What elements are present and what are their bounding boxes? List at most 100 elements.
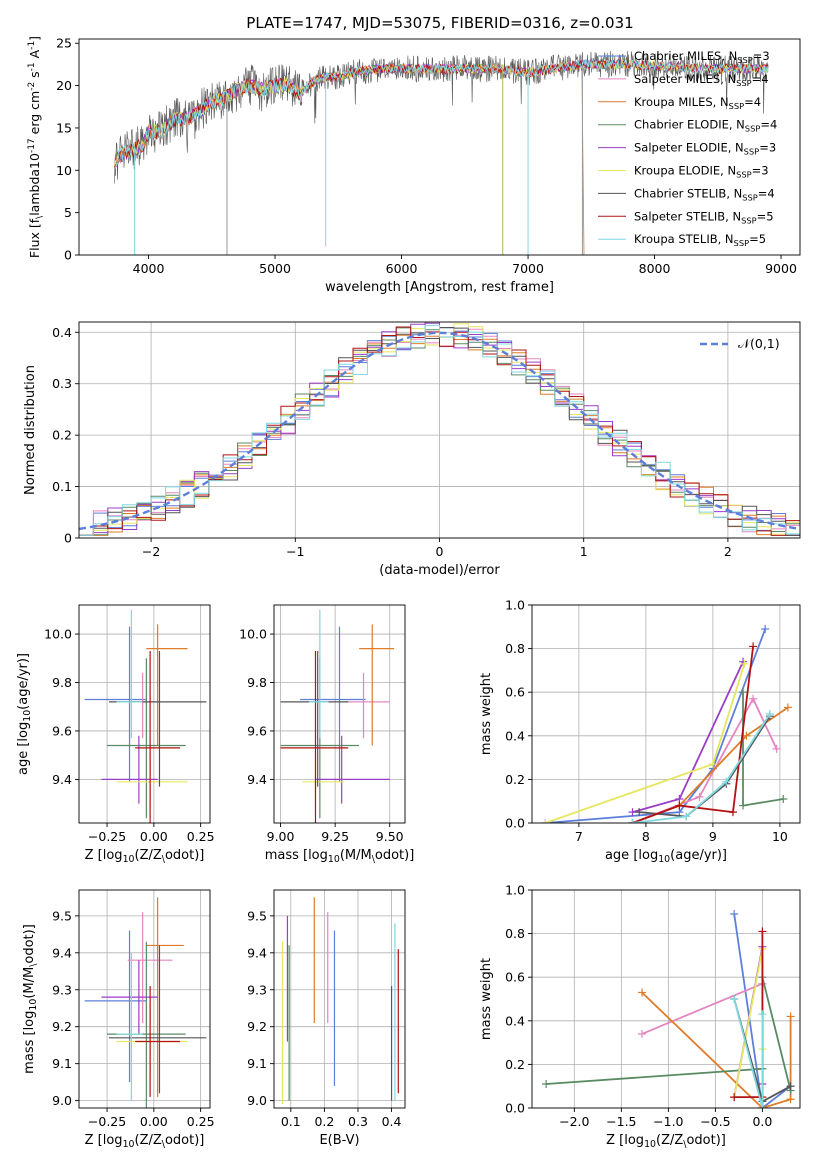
x-tick-label: 9.50: [376, 829, 404, 844]
x-tick-label: 9000: [765, 261, 797, 276]
mass-weight-marker: [730, 909, 739, 918]
x-tick-label: 7: [575, 829, 583, 844]
y-tick-label: 20: [56, 78, 72, 93]
age_vs_metallicity-plot-area: [84, 609, 207, 823]
spectrum-legend: Chabrier MILES, NSSP=3 Salpeter MILES, NS…: [598, 49, 777, 248]
y-tick-label: 0.8: [505, 641, 525, 656]
mass_vs_ebv-plot-area: [281, 897, 399, 1105]
y-tick-label: 1.0: [505, 883, 525, 898]
spectrum-plot-area: [114, 50, 769, 255]
mass-weight-marker: [675, 801, 684, 810]
x-axis-label: Z [log10(Z/Z\odot)]: [85, 848, 205, 865]
mass-weight-marker: [786, 1095, 795, 1104]
x-tick-label: 9.25: [321, 829, 349, 844]
x-tick-label: 0.3: [348, 1114, 368, 1129]
mass_weight_vs_metallicity-plot-area: [542, 909, 795, 1108]
axes-frame: [273, 889, 406, 1109]
x-tick-label: 0: [436, 544, 444, 559]
mass-weight-marker: [730, 995, 739, 1003]
mass-weight-series-line: [632, 646, 754, 823]
y-tick-label: 9.4: [247, 772, 267, 787]
y-tick-label: 9.4: [52, 772, 72, 787]
x-tick-label: −2: [142, 544, 160, 559]
legend-entry: Salpeter ELODIE, NSSP=3: [634, 141, 776, 157]
legend-entry: Kroupa MILES, NSSP=4: [634, 95, 761, 111]
legend-entry: Kroupa ELODIE, NSSP=3: [634, 164, 769, 180]
x-tick-label: −1.5: [606, 1114, 636, 1129]
y-tick-label: 0.1: [52, 479, 72, 494]
y-tick-label: 9.5: [52, 908, 72, 923]
y-tick-label: 9.8: [247, 675, 267, 690]
mass-weight-series-line: [632, 713, 771, 823]
x-axis-label: Z [log10(Z/Z\odot)]: [85, 1133, 205, 1150]
y-tick-label: 0.4: [52, 325, 72, 340]
residual_histogram-plot-area: [79, 322, 800, 536]
x-tick-label: 0.2: [314, 1114, 334, 1129]
mass-weight-marker: [628, 808, 637, 817]
mass_vs_ebv-panel: 0.1 0.2 0.3 0.4 9.0 9.1 9.2 9.3 9.4 9.5 E(B-V): [247, 889, 406, 1148]
mass-weight-marker: [783, 703, 792, 712]
axes-frame: [78, 604, 211, 824]
x-tick-label: 0.0: [752, 1114, 772, 1129]
mass-weight-marker: [542, 1080, 551, 1089]
mass-weight-marker: [739, 688, 748, 697]
mass-weight-marker: [758, 1104, 767, 1108]
mass-weight-marker: [638, 988, 647, 997]
legend-entry: 𝒩(0,1): [738, 336, 780, 351]
y-tick-label: 0.0: [505, 1101, 525, 1116]
mass-weight-marker: [682, 812, 691, 821]
x-tick-label: 9.00: [267, 829, 295, 844]
mass-weight-marker: [729, 808, 737, 817]
y-tick-label: 9.3: [52, 982, 72, 997]
y-tick-label: 0: [64, 531, 72, 546]
x-tick-label: 0.00: [140, 1114, 168, 1129]
mass-weight-marker: [628, 819, 637, 823]
mass-weight-marker: [638, 1029, 647, 1038]
y-tick-label: 0.8: [505, 926, 525, 941]
y-tick-label: 0.4: [505, 1013, 525, 1028]
y-tick-label: 0.6: [505, 685, 525, 700]
y-axis-label: mass weight: [479, 958, 494, 1040]
legend-entry: Chabrier MILES, NSSP=3: [634, 49, 770, 65]
mass-weight-marker: [730, 1093, 739, 1102]
y-tick-label: 0: [64, 248, 72, 263]
spectrum-panel: 4000 5000 6000 7000 8000 9000 0 5 10 15 20 25 wavele…: [27, 36, 801, 295]
y-axis-label: Normed distribution: [23, 365, 38, 495]
mass-weight-series-line: [733, 913, 792, 1108]
y-tick-label: 25: [56, 36, 72, 51]
y-axis-label: Flux [f\lambda10-17 erg cm-2 s-1 A-1]: [27, 36, 45, 258]
mass-weight-marker: [765, 710, 774, 718]
x-tick-label: −0.25: [88, 1114, 126, 1129]
y-tick-label: 9.3: [247, 982, 267, 997]
age_vs_mass-plot-area: [280, 609, 395, 823]
y-tick-label: 9.2: [247, 1019, 267, 1034]
y-axis-label: mass weight: [479, 673, 494, 755]
mass-weight-marker: [722, 777, 731, 786]
mass-weight-marker: [739, 801, 748, 810]
x-axis-label: Z [log10(Z/Z\odot)]: [606, 1133, 726, 1150]
x-axis-label: wavelength [Angstrom, rest frame]: [325, 280, 554, 295]
legend-entry: Salpeter MILES, NSSP=4: [634, 72, 769, 88]
mass-weight-marker: [635, 808, 644, 817]
y-tick-label: 0.3: [52, 376, 72, 391]
mass-weight-marker: [786, 1012, 795, 1021]
x-tick-label: 8: [642, 829, 650, 844]
y-tick-label: 9.8: [52, 675, 72, 690]
mass-weight-marker: [758, 927, 767, 936]
mass-weight-series-line: [545, 628, 767, 823]
mass-weight-marker: [740, 659, 749, 668]
x-tick-label: 10: [772, 829, 788, 844]
x-tick-label: 8000: [639, 261, 671, 276]
x-axis-label: (data-model)/error: [379, 563, 500, 578]
mass-weight-marker: [749, 694, 758, 703]
x-tick-label: 6000: [386, 261, 418, 276]
mass-weight-marker: [786, 1082, 795, 1091]
spectrum-line-salpeter-stelib: [114, 59, 769, 170]
y-tick-label: 10: [56, 163, 72, 178]
y-tick-label: 9.4: [247, 945, 267, 960]
x-tick-label: 0.1: [281, 1114, 301, 1129]
axes-frame: [531, 604, 801, 824]
x-tick-label: 0.00: [140, 829, 168, 844]
mass-weight-marker: [758, 1010, 767, 1019]
